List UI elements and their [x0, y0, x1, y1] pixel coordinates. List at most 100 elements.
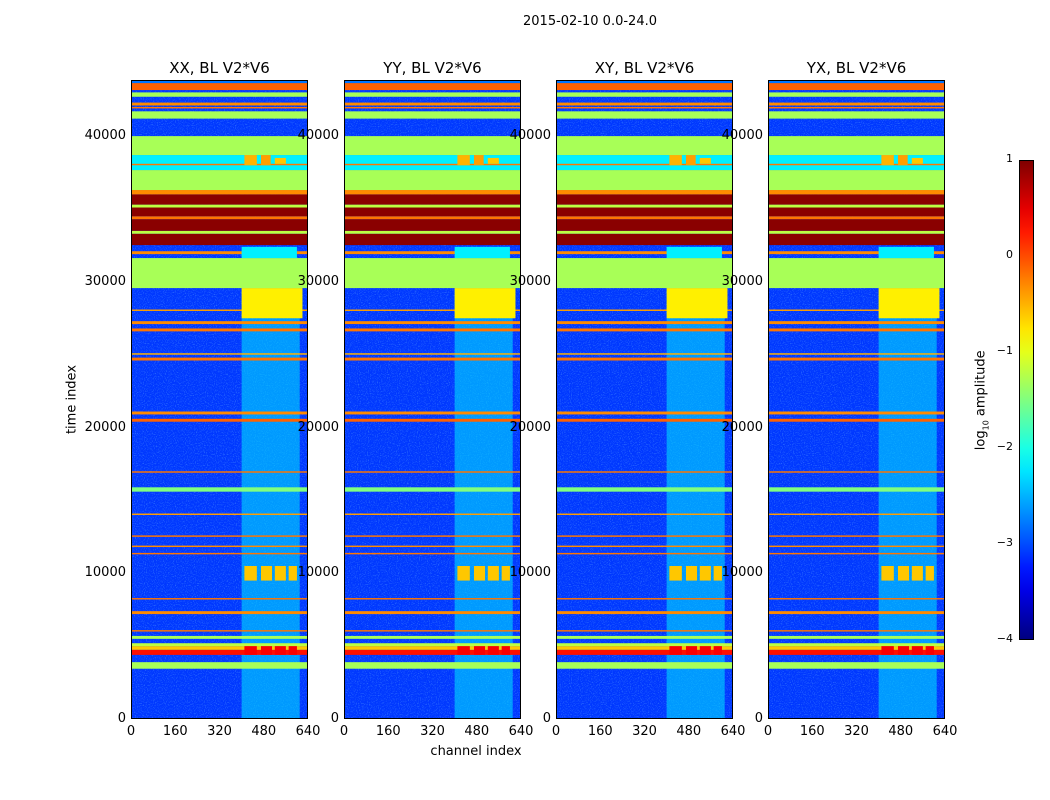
channel-band: [881, 646, 894, 655]
time-band: [768, 353, 945, 355]
figure-title: 2015-02-10 0.0-24.0: [523, 14, 657, 29]
channel-band: [244, 155, 257, 166]
time-band: [556, 321, 733, 325]
panel-title: YY, BL V2*V6: [383, 59, 482, 77]
time-band: [768, 106, 945, 109]
channel-band: [487, 157, 499, 164]
time-band: [131, 163, 308, 166]
time-band: [344, 80, 521, 84]
time-band: [556, 646, 733, 650]
time-band: [131, 207, 308, 217]
time-band: [556, 643, 733, 647]
channel-band: [666, 288, 728, 319]
y-tick-label: 40000: [721, 128, 763, 144]
colorbar-tick-label: −4: [996, 632, 1013, 645]
time-band: [768, 207, 945, 217]
time-band: [768, 487, 945, 492]
channel-band: [501, 565, 510, 581]
colorbar-tick-label: 0: [1006, 248, 1013, 261]
time-band: [556, 216, 733, 220]
x-tick-label: 640: [720, 724, 746, 739]
time-band: [556, 106, 733, 109]
heatmap-panel: [131, 80, 308, 719]
time-band: [344, 111, 521, 119]
time-band: [768, 545, 945, 548]
y-tick-label: 10000: [721, 565, 763, 581]
time-band: [344, 83, 521, 91]
time-band: [556, 411, 733, 415]
time-band: [344, 357, 521, 361]
channel-band: [685, 155, 696, 166]
time-band: [131, 630, 308, 632]
x-tick-label: 640: [295, 724, 321, 739]
time-band: [768, 258, 945, 289]
time-band: [131, 321, 308, 325]
channel-band: [260, 646, 273, 655]
channel-band: [713, 565, 722, 581]
time-band: [768, 216, 945, 220]
time-band: [131, 233, 308, 246]
time-band: [768, 80, 945, 84]
channel-band: [241, 246, 297, 259]
time-band: [344, 251, 521, 255]
time-band: [344, 321, 521, 325]
time-band: [131, 258, 308, 289]
y-tick-label: 10000: [84, 565, 126, 581]
y-tick-label: 0: [330, 711, 339, 726]
time-band: [131, 598, 308, 600]
channel-band: [244, 646, 257, 655]
channel-band: [487, 565, 499, 581]
time-band: [131, 545, 308, 548]
x-tick-label: 0: [339, 724, 349, 739]
panel-title: YX, BL V2*V6: [806, 59, 907, 77]
y-tick-label: 30000: [84, 273, 126, 289]
time-band: [768, 611, 945, 615]
time-band: [131, 487, 308, 492]
time-band: [556, 204, 733, 208]
time-band: [344, 194, 521, 205]
channel-band: [685, 646, 698, 655]
time-band: [131, 328, 308, 332]
channel-band: [260, 155, 271, 166]
time-band: [556, 630, 733, 632]
time-band: [768, 230, 945, 234]
channel-band: [699, 157, 711, 164]
time-band: [344, 635, 521, 639]
x-tick-label: 640: [932, 724, 958, 739]
time-band: [768, 233, 945, 246]
time-band: [131, 513, 308, 515]
time-band: [556, 111, 733, 119]
time-band: [344, 662, 521, 669]
time-band: [556, 357, 733, 361]
channel-band: [878, 288, 940, 319]
time-band: [344, 353, 521, 355]
time-band: [768, 204, 945, 208]
time-band: [344, 513, 521, 515]
colorbar: [1019, 160, 1034, 640]
channel-band: [878, 246, 934, 259]
channel-band: [274, 565, 286, 581]
time-band: [131, 216, 308, 220]
time-band: [556, 635, 733, 639]
time-band: [768, 646, 945, 650]
heatmap-panel: [344, 80, 521, 719]
x-tick-label: 480: [464, 724, 490, 739]
y-axis-label: time index: [64, 364, 80, 435]
time-band: [556, 207, 733, 217]
time-band: [556, 328, 733, 332]
time-band: [131, 170, 308, 191]
x-tick-label: 160: [799, 724, 825, 739]
time-band: [768, 194, 945, 205]
time-band: [131, 611, 308, 615]
time-band: [556, 170, 733, 191]
channel-band: [454, 288, 516, 319]
time-band: [344, 598, 521, 600]
y-tick-label: 30000: [721, 273, 763, 289]
time-band: [768, 190, 945, 195]
time-band: [556, 102, 733, 106]
time-band: [768, 662, 945, 669]
time-band: [131, 535, 308, 537]
time-band: [344, 630, 521, 632]
time-band: [344, 106, 521, 109]
time-band: [131, 353, 308, 355]
